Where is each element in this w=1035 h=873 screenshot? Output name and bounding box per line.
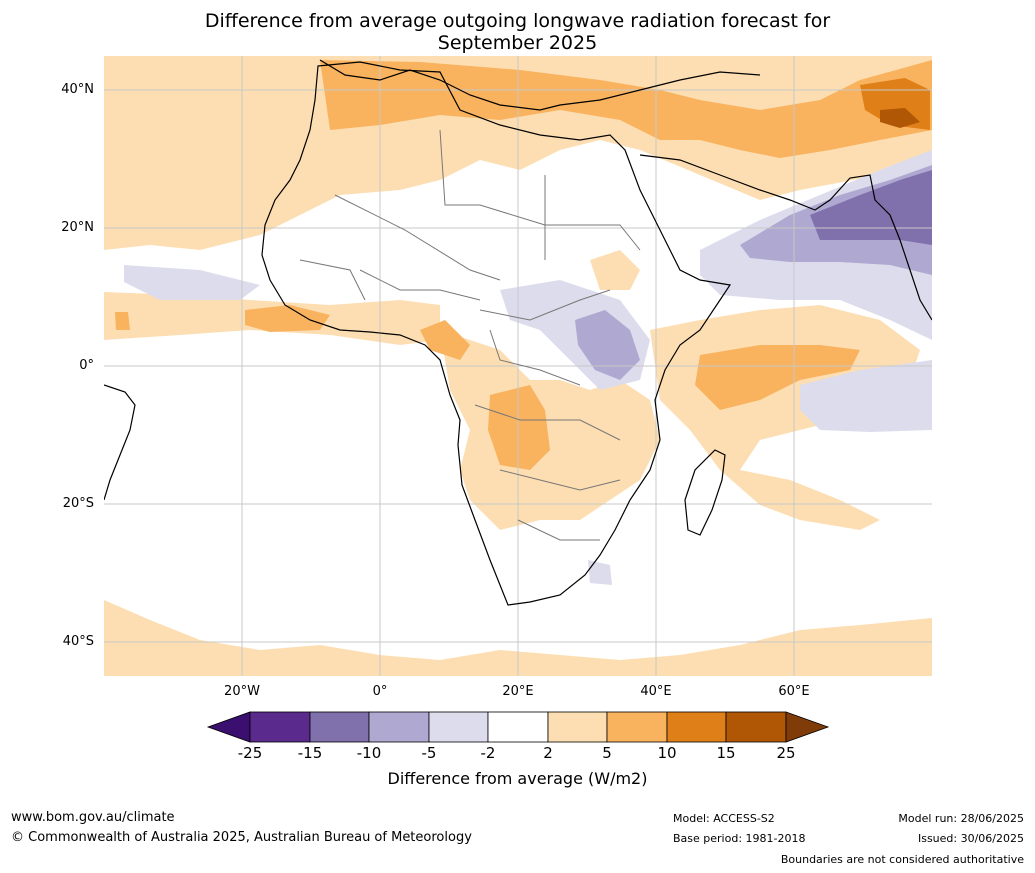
title-line-2: September 2025 (437, 32, 598, 54)
anomaly-field (104, 56, 932, 676)
colorbar-bin (725, 711, 787, 743)
colorbar-tick: 5 (602, 744, 612, 762)
lat-label: 40°N (61, 82, 94, 97)
colorbar-bin (606, 711, 668, 743)
anomaly-region (104, 600, 932, 676)
anomaly-region (575, 310, 640, 380)
colorbar-title: Difference from average (W/m2) (387, 769, 648, 788)
country-boundaries (299, 129, 641, 541)
colorbar-bin (487, 711, 549, 743)
lon-label: 20°E (502, 684, 534, 699)
footer-disclaimer: Boundaries are not considered authoritat… (780, 853, 1024, 866)
anomaly-region (320, 60, 932, 158)
colorbar-tick: -15 (297, 744, 323, 762)
lat-label: 20°N (61, 220, 94, 235)
colorbar-tick: 10 (657, 744, 677, 762)
map-title: Difference from average outgoing longwav… (0, 10, 1035, 54)
anomaly-region (420, 320, 470, 360)
anomaly-region (810, 170, 932, 245)
anomaly-region (695, 345, 860, 410)
coastlines (104, 59, 932, 606)
colorbar-extend-low (206, 711, 251, 743)
colorbar-bin (428, 711, 489, 743)
colorbar-tick: -5 (421, 744, 437, 762)
colorbar-tick: 15 (716, 744, 736, 762)
south-america-coastline (104, 384, 136, 501)
lon-label: 20°W (224, 684, 260, 699)
europe-coastline (319, 59, 761, 111)
colorbar-bin (309, 711, 370, 743)
colorbar-bin (368, 711, 430, 743)
anomaly-region (800, 360, 932, 432)
africa-coastline (261, 61, 732, 606)
colorbar (206, 711, 830, 743)
footer-url[interactable]: www.bom.gov.au/climate (11, 810, 175, 825)
madagascar-coastline (684, 449, 726, 536)
colorbar-bin (666, 711, 727, 743)
lat-label: 20°S (62, 496, 94, 511)
lon-label: 0° (372, 684, 388, 699)
footer-model-run: Model run: 28/06/2025 (898, 812, 1024, 825)
lon-label: 40°E (640, 684, 672, 699)
colorbar-tick: -25 (237, 744, 263, 762)
anomaly-region (124, 265, 260, 300)
lat-label: 0° (79, 358, 94, 373)
lon-label: 60°E (778, 684, 810, 699)
lat-label: 40°S (62, 634, 94, 649)
footer-copyright: © Commonwealth of Australia 2025, Austra… (11, 830, 472, 845)
colorbar-tick: 2 (543, 744, 553, 762)
anomaly-region (590, 250, 640, 290)
colorbar-tick: -2 (480, 744, 496, 762)
colorbar-bin (547, 711, 608, 743)
title-line-1: Difference from average outgoing longwav… (204, 10, 831, 32)
colorbar-extend-high (785, 711, 830, 743)
anomaly-region (115, 312, 130, 330)
colorbar-tick: -10 (356, 744, 382, 762)
footer-model: Model: ACCESS-S2 (673, 812, 775, 825)
colorbar-bin (249, 711, 311, 743)
anomaly-region (245, 305, 330, 332)
anomaly-region (440, 330, 660, 530)
arabia-coastline (639, 154, 932, 321)
gridlines (104, 56, 932, 676)
footer-base-period: Base period: 1981-2018 (673, 832, 806, 845)
anomaly-region (588, 560, 612, 585)
footer-issued: Issued: 30/06/2025 (917, 832, 1024, 845)
colorbar-tick: 25 (776, 744, 796, 762)
anomaly-region (488, 385, 550, 470)
anomaly-region (880, 108, 920, 128)
